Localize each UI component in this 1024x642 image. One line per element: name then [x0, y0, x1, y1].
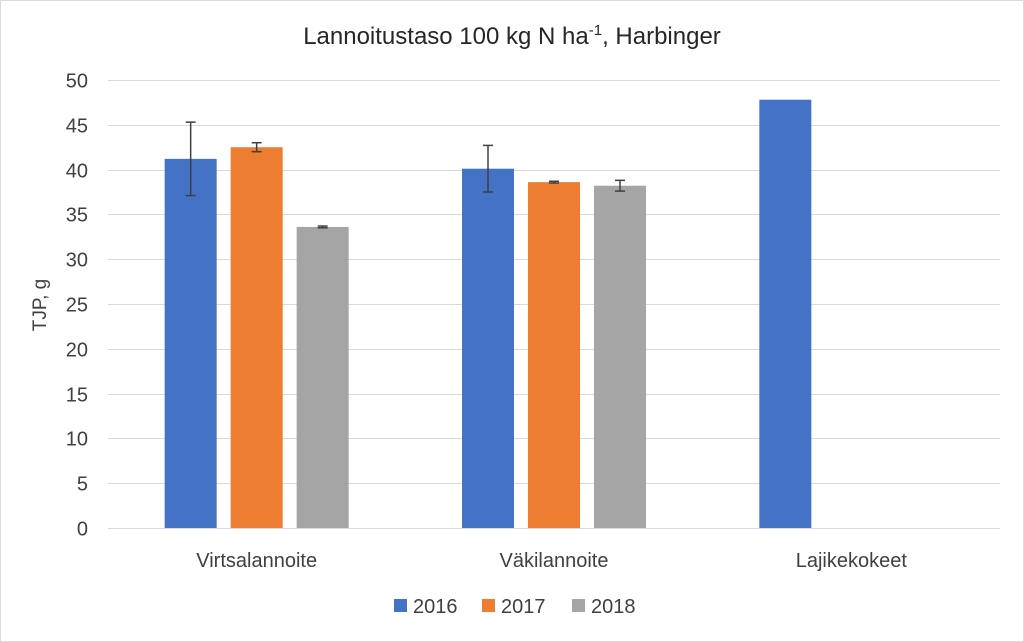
- y-tick-label: 5: [77, 474, 88, 496]
- bar-2016-0: [164, 158, 217, 528]
- legend-swatch-2018: [572, 599, 585, 612]
- chart-title-suffix: , Harbinger: [602, 23, 721, 50]
- legend-label: 2018: [591, 596, 636, 618]
- y-tick-label: 10: [66, 429, 88, 451]
- legend-label: 2016: [413, 596, 458, 618]
- chart-title-superscript: -1: [589, 22, 602, 39]
- x-category-label: Virtsalannoite: [196, 550, 317, 572]
- bar-2016-1: [462, 168, 514, 529]
- error-bars: [185, 121, 625, 229]
- legend: 2016 2017 2018: [394, 596, 636, 618]
- bar-2018-0: [296, 226, 349, 528]
- y-tick-label: 45: [66, 116, 88, 138]
- x-category-label: Väkilannoite: [500, 550, 609, 572]
- y-tick-label: 0: [77, 519, 88, 541]
- legend-swatch-2017: [482, 599, 495, 612]
- y-tick-label: 35: [66, 205, 88, 227]
- y-tick-label: 25: [66, 295, 88, 317]
- y-tick-label: 30: [66, 250, 88, 272]
- x-axis-categories: Virtsalannoite Väkilannoite Lajikekokeet: [196, 550, 907, 572]
- bar-2016-2: [759, 99, 812, 528]
- legend-label: 2017: [501, 596, 546, 618]
- bar-2018-1: [594, 185, 646, 528]
- bar-2017-1: [528, 182, 580, 529]
- x-category-label: Lajikekokeet: [796, 550, 908, 572]
- y-tick-label: 15: [66, 385, 88, 407]
- y-tick-label: 40: [66, 161, 88, 183]
- y-axis-ticks: 0 5 10 15 20 25 30 35 40 45 50: [66, 71, 88, 541]
- bar-2017-0: [230, 147, 283, 528]
- y-tick-label: 50: [66, 71, 88, 93]
- chart-title: Lannoitustaso 100 kg N ha-1, Harbinger: [303, 22, 721, 50]
- y-tick-label: 20: [66, 340, 88, 362]
- chart-title-main: Lannoitustaso 100 kg N ha: [303, 23, 589, 50]
- legend-swatch-2016: [394, 599, 407, 612]
- bars: [164, 99, 812, 529]
- y-axis-title: TJP, g: [30, 279, 51, 331]
